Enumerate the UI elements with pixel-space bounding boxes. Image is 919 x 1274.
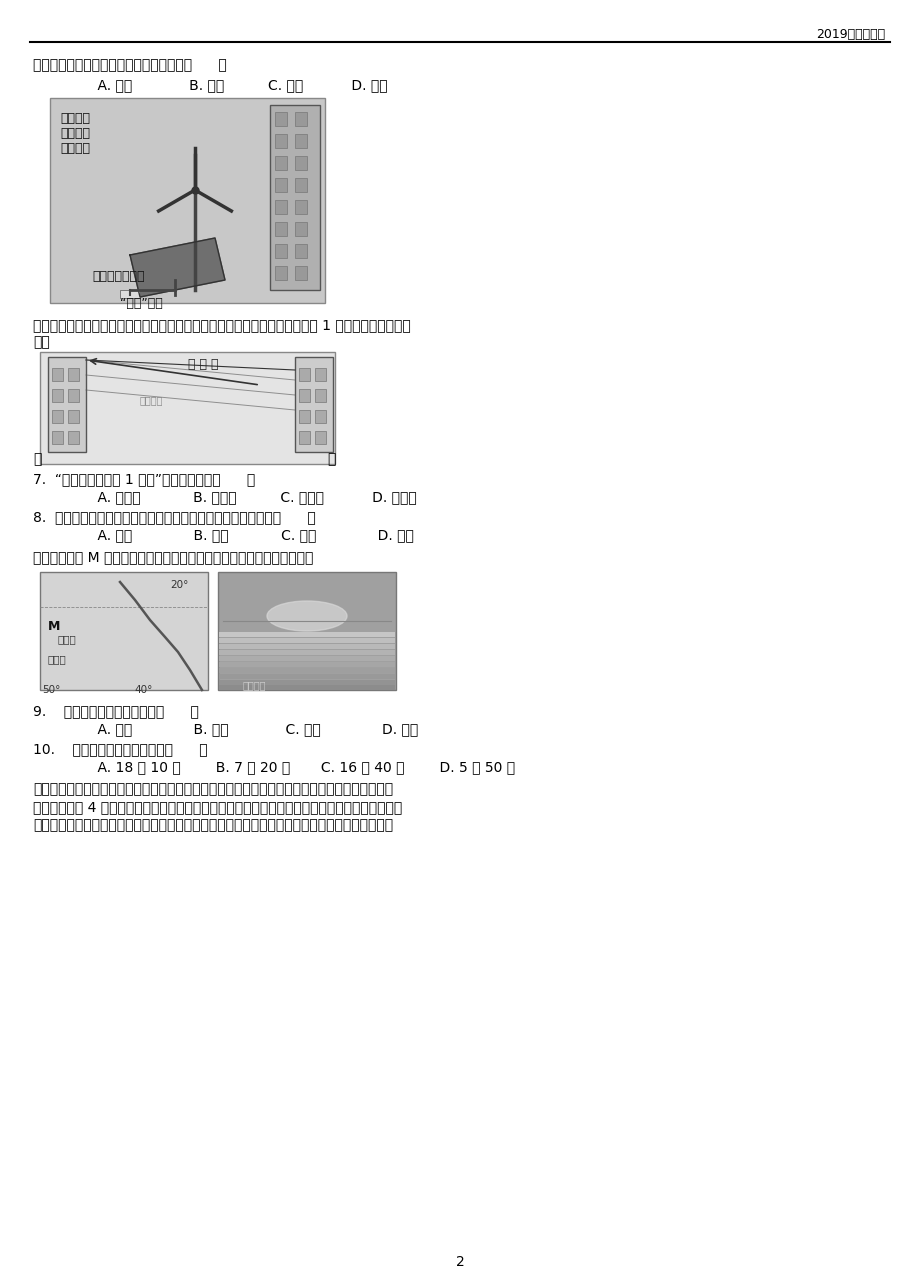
Text: 我国《物权法》指出，住宅间距必须保证北面楼房底层窗台面日照时间不少于 1 小时，据此回答下面: 我国《物权法》指出，住宅间距必须保证北面楼房底层窗台面日照时间不少于 1 小时，… xyxy=(33,318,410,333)
Text: 小题: 小题 xyxy=(33,335,50,349)
Text: 20°: 20° xyxy=(170,580,188,590)
Text: A. 南京              B. 北京            C. 武汉              D. 成都: A. 南京 B. 北京 C. 武汉 D. 成都 xyxy=(80,527,414,541)
FancyBboxPatch shape xyxy=(295,222,307,236)
FancyBboxPatch shape xyxy=(219,638,394,643)
FancyBboxPatch shape xyxy=(275,155,287,169)
FancyBboxPatch shape xyxy=(52,410,62,423)
FancyBboxPatch shape xyxy=(295,200,307,214)
FancyBboxPatch shape xyxy=(52,389,62,403)
FancyBboxPatch shape xyxy=(219,674,394,679)
FancyBboxPatch shape xyxy=(299,431,310,445)
FancyBboxPatch shape xyxy=(52,368,62,381)
Text: A. 春分日            B. 夏至日          C. 秋分日           D. 冬至日: A. 春分日 B. 夏至日 C. 秋分日 D. 冬至日 xyxy=(80,490,416,505)
FancyBboxPatch shape xyxy=(295,266,307,280)
FancyBboxPatch shape xyxy=(314,389,325,403)
FancyBboxPatch shape xyxy=(219,685,394,691)
FancyBboxPatch shape xyxy=(295,134,307,148)
FancyBboxPatch shape xyxy=(295,178,307,192)
FancyBboxPatch shape xyxy=(295,112,307,126)
Text: “风光”路灯: “风光”路灯 xyxy=(119,297,163,310)
Text: 7.  “日照时间不少于 1 小时”的日期指的是（      ）: 7. “日照时间不少于 1 小时”的日期指的是（ ） xyxy=(33,471,255,485)
FancyBboxPatch shape xyxy=(314,410,325,423)
Text: 10.    图示时刻北京时间可能是（      ）: 10. 图示时刻北京时间可能是（ ） xyxy=(33,741,208,755)
Text: 最新研究发现，鸟粪可以影响北极气温变化。每年迁徙至北极地区的鸟类产生的鸟粪被微生物分解: 最新研究发现，鸟粪可以影响北极气温变化。每年迁徙至北极地区的鸟类产生的鸟粪被微生… xyxy=(33,782,392,796)
FancyBboxPatch shape xyxy=(275,112,287,126)
FancyBboxPatch shape xyxy=(314,368,325,381)
FancyBboxPatch shape xyxy=(219,656,394,661)
FancyBboxPatch shape xyxy=(295,245,307,259)
FancyBboxPatch shape xyxy=(119,290,140,298)
Text: 固定的太阳能板: 固定的太阳能板 xyxy=(92,270,144,283)
Text: 北: 北 xyxy=(33,452,41,466)
FancyBboxPatch shape xyxy=(68,410,79,423)
FancyBboxPatch shape xyxy=(219,668,394,673)
Text: 能随风转: 能随风转 xyxy=(60,112,90,125)
Text: 发电装置: 发电装置 xyxy=(60,141,90,155)
FancyBboxPatch shape xyxy=(219,650,394,655)
FancyBboxPatch shape xyxy=(275,134,287,148)
Ellipse shape xyxy=(267,601,346,631)
Text: 回归线: 回归线 xyxy=(58,634,76,643)
Text: 2: 2 xyxy=(455,1255,464,1269)
FancyBboxPatch shape xyxy=(295,357,333,452)
FancyBboxPatch shape xyxy=(299,368,310,381)
Text: 太 阳 光: 太 阳 光 xyxy=(187,358,219,371)
Text: M: M xyxy=(48,620,61,633)
FancyBboxPatch shape xyxy=(299,410,310,423)
Polygon shape xyxy=(130,238,225,297)
FancyBboxPatch shape xyxy=(52,431,62,445)
FancyBboxPatch shape xyxy=(314,431,325,445)
Text: 8.  按照采光要求，下列四个城市同高楼房的间距最宽的应该是（      ）: 8. 按照采光要求，下列四个城市同高楼房的间距最宽的应该是（ ） xyxy=(33,510,315,524)
FancyBboxPatch shape xyxy=(299,389,310,403)
Text: 南: 南 xyxy=(326,452,335,466)
Text: 动的风力: 动的风力 xyxy=(60,127,90,140)
Text: 大西洋: 大西洋 xyxy=(48,654,67,664)
FancyBboxPatch shape xyxy=(48,357,85,452)
FancyBboxPatch shape xyxy=(68,368,79,381)
Text: 50°: 50° xyxy=(42,685,61,696)
Text: 正确教育: 正确教育 xyxy=(243,680,267,691)
FancyBboxPatch shape xyxy=(40,352,335,464)
FancyBboxPatch shape xyxy=(50,98,324,303)
FancyBboxPatch shape xyxy=(275,178,287,192)
Text: A. 东南              B. 东北             C. 西南              D. 正东: A. 东南 B. 东北 C. 西南 D. 正东 xyxy=(80,722,418,736)
FancyBboxPatch shape xyxy=(218,572,395,691)
FancyBboxPatch shape xyxy=(275,245,287,259)
FancyBboxPatch shape xyxy=(275,222,287,236)
FancyBboxPatch shape xyxy=(68,431,79,445)
FancyBboxPatch shape xyxy=(219,662,394,668)
FancyBboxPatch shape xyxy=(219,632,394,637)
Text: 中的尘埃颗粒。这些尘埃颗粒物不仅集中在鸟群附近，在整个北极均有分布。左图示意大气受热过: 中的尘埃颗粒。这些尘埃颗粒物不仅集中在鸟群附近，在整个北极均有分布。左图示意大气… xyxy=(33,818,392,832)
Text: A. 南风             B. 北风          C. 东风           D. 西风: A. 南风 B. 北风 C. 东风 D. 西风 xyxy=(80,78,387,92)
FancyBboxPatch shape xyxy=(269,104,320,290)
Text: 该游客拍摄照片时，当时吹的风向可能是（      ）: 该游客拍摄照片时，当时吹的风向可能是（ ） xyxy=(33,59,226,73)
FancyBboxPatch shape xyxy=(295,155,307,169)
FancyBboxPatch shape xyxy=(68,389,79,403)
Text: A. 18 时 10 分        B. 7 时 20 分       C. 16 时 40 分        D. 5 时 50 分: A. 18 时 10 分 B. 7 时 20 分 C. 16 时 40 分 D.… xyxy=(80,761,515,775)
FancyBboxPatch shape xyxy=(219,680,394,685)
Text: 后，会释放约 4 万公吨的氨，氨与海水浪花喷洒出的硫酸盐及水分子混合后，形成大量悬浮在空气: 后，会释放约 4 万公吨的氨，氨与海水浪花喷洒出的硫酸盐及水分子混合后，形成大量… xyxy=(33,800,402,814)
Text: 正确教育: 正确教育 xyxy=(140,395,164,405)
FancyBboxPatch shape xyxy=(40,572,208,691)
Text: 2019届高三试题: 2019届高三试题 xyxy=(815,28,884,41)
Text: 9.    图示时刻太阳所处方位是（      ）: 9. 图示时刻太阳所处方位是（ ） xyxy=(33,705,199,719)
Text: 40°: 40° xyxy=(134,685,153,696)
FancyBboxPatch shape xyxy=(219,643,394,648)
FancyBboxPatch shape xyxy=(275,266,287,280)
FancyBboxPatch shape xyxy=(275,200,287,214)
Text: 下图为春节在 M 地旅游的中国游客拍摄的海边日出照片。读图下面小题。: 下图为春节在 M 地旅游的中国游客拍摄的海边日出照片。读图下面小题。 xyxy=(33,550,313,564)
